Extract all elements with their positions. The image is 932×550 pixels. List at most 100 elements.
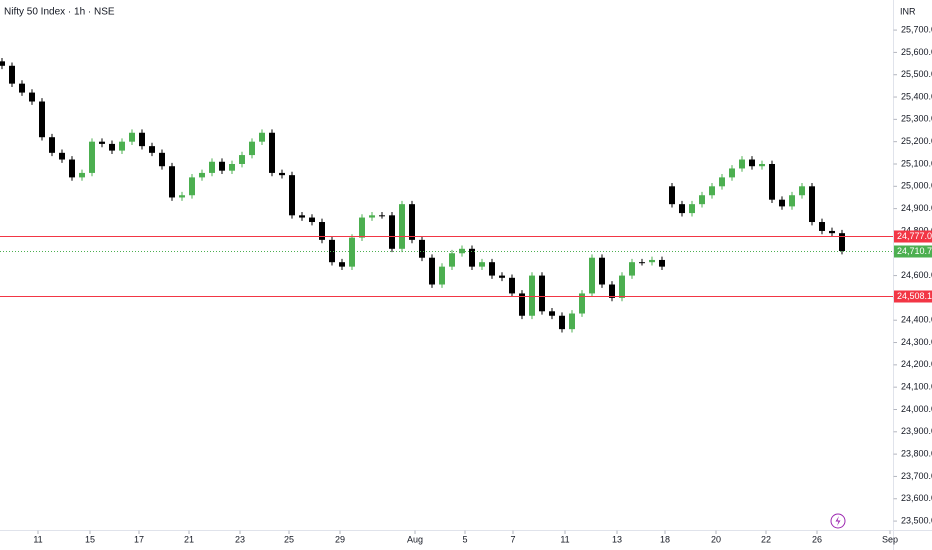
- candle-body: [489, 262, 495, 276]
- y-tick-label: 24,100.00: [901, 382, 932, 392]
- candle-body: [469, 248, 475, 267]
- candle-body: [499, 275, 505, 278]
- candle-body: [299, 215, 305, 218]
- candle-body: [99, 141, 105, 144]
- candle-body: [399, 204, 405, 249]
- y-tick-label: 25,600.00: [901, 47, 932, 57]
- y-tick-label: 25,200.00: [901, 136, 932, 146]
- candle-body: [549, 311, 555, 316]
- candle-body: [379, 215, 385, 217]
- candle-body: [449, 253, 455, 267]
- candle-body: [429, 257, 435, 285]
- candle-body: [79, 172, 85, 178]
- y-tick-label: 23,500.00: [901, 515, 932, 525]
- candle-body: [479, 262, 485, 267]
- candle-body: [119, 141, 125, 151]
- candle-body: [289, 175, 295, 216]
- x-tick-label: 26: [812, 534, 822, 544]
- candle-body: [609, 284, 615, 298]
- price-level-label: 24,710.70: [897, 246, 932, 256]
- y-tick-label: 24,300.00: [901, 337, 932, 347]
- candle-body: [599, 257, 605, 285]
- candle-body: [269, 132, 275, 173]
- candle-body: [519, 293, 525, 316]
- candle-body: [109, 143, 115, 151]
- candle-body: [19, 83, 25, 93]
- candle-body: [319, 222, 325, 240]
- candle-body: [219, 161, 225, 171]
- y-tick-label: 25,500.00: [901, 69, 932, 79]
- x-tick-label: 5: [462, 534, 467, 544]
- y-tick-label: 24,200.00: [901, 359, 932, 369]
- candle-body: [239, 155, 245, 164]
- y-tick-label: 24,600.00: [901, 270, 932, 280]
- candle-body: [799, 186, 805, 196]
- candle-body: [59, 152, 65, 160]
- candle-body: [589, 257, 595, 294]
- y-tick-label: 25,400.00: [901, 91, 932, 101]
- candle-body: [49, 137, 55, 153]
- x-tick-label: 13: [612, 534, 622, 544]
- candle-body: [659, 259, 665, 267]
- candle-body: [579, 293, 585, 314]
- candle-body: [839, 233, 845, 252]
- candle-body: [679, 204, 685, 214]
- y-tick-label: 25,000.00: [901, 181, 932, 191]
- x-tick-label: 11: [33, 534, 42, 544]
- candle-body: [359, 217, 365, 238]
- x-tick-label: 17: [134, 534, 144, 544]
- candle-body: [129, 132, 135, 142]
- candle-body: [759, 163, 765, 167]
- y-tick-label: 24,900.00: [901, 203, 932, 213]
- candle-body: [279, 172, 285, 176]
- candle-body: [249, 141, 255, 156]
- candle-body: [339, 262, 345, 267]
- candle-body: [529, 275, 535, 316]
- y-tick-label: 25,100.00: [901, 158, 932, 168]
- candle-body: [259, 132, 265, 142]
- x-tick-label: 29: [335, 534, 345, 544]
- x-tick-label: 20: [711, 534, 721, 544]
- candle-body: [189, 177, 195, 196]
- y-tick-label: 24,400.00: [901, 315, 932, 325]
- candle-body: [569, 313, 575, 330]
- candle-body: [9, 65, 15, 84]
- candle-body: [159, 152, 165, 167]
- candle-body: [779, 199, 785, 207]
- candle-body: [829, 230, 835, 234]
- candle-body: [809, 186, 815, 223]
- price-level-badge: [894, 290, 932, 303]
- candle-body: [769, 163, 775, 200]
- candle-body: [649, 259, 655, 263]
- currency-label: INR: [900, 6, 916, 16]
- candle-body: [69, 159, 75, 178]
- candle-body: [629, 262, 635, 276]
- alert-icon[interactable]: [830, 513, 846, 529]
- candle-body: [539, 275, 545, 312]
- chart-title: Nifty 50 Index · 1h · NSE: [4, 7, 115, 18]
- x-tick-label: 11: [560, 534, 569, 544]
- price-level-label: 24,777.00: [897, 231, 932, 241]
- candle-body: [29, 92, 35, 102]
- candle-body: [149, 146, 155, 153]
- x-tick-label: 18: [660, 534, 670, 544]
- candle-body: [789, 195, 795, 207]
- y-tick-label: 24,800.00: [901, 225, 932, 235]
- candle-body: [309, 217, 315, 223]
- x-tick-label: 25: [284, 534, 294, 544]
- y-tick-label: 23,900.00: [901, 426, 932, 436]
- y-tick-label: 23,700.00: [901, 471, 932, 481]
- x-tick-label: 21: [184, 534, 194, 544]
- candle-body: [89, 141, 95, 173]
- candle-body: [139, 132, 145, 147]
- candle-body: [419, 239, 425, 258]
- x-tick-label: 15: [85, 534, 95, 544]
- x-tick-label: Aug: [407, 534, 423, 544]
- candle-body: [439, 266, 445, 285]
- y-tick-label: 23,600.00: [901, 493, 932, 503]
- alert-circle: [830, 513, 846, 529]
- price-level-badge: [894, 245, 932, 258]
- candle-body: [729, 168, 735, 178]
